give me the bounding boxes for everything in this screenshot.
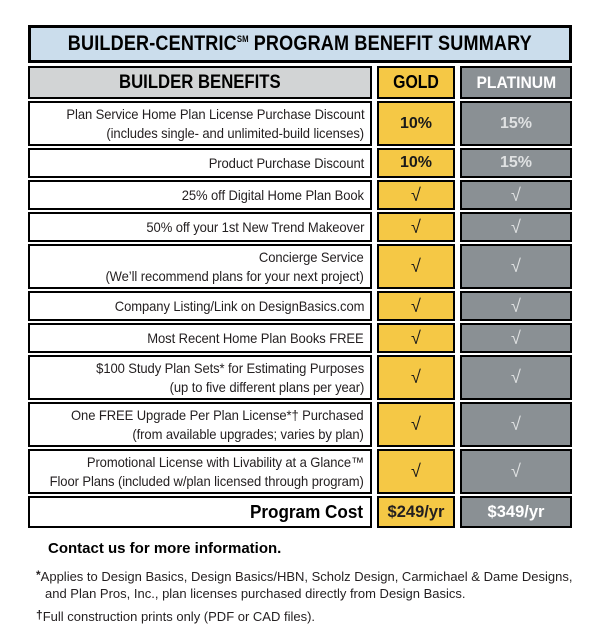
benefit-cell: Company Listing/Link on DesignBasics.com: [28, 291, 372, 321]
program-cost-row: Program Cost $249/yr $349/yr: [28, 496, 572, 528]
program-cost-label-cell: Program Cost: [28, 496, 372, 528]
table-row: Product Purchase Discount 10% 15%: [28, 148, 572, 178]
benefit-cell: Promotional License with Livability at a…: [28, 449, 372, 494]
gold-checkmark: √: [377, 323, 455, 353]
platinum-checkmark: √: [460, 180, 572, 210]
gold-checkmark: √: [377, 244, 455, 289]
platinum-checkmark: √: [460, 244, 572, 289]
gold-checkmark: √: [377, 402, 455, 447]
table-title-bar: BUILDER-CENTRICSM PROGRAM BENEFIT SUMMAR…: [28, 25, 572, 63]
platinum-price: $349/yr: [460, 496, 572, 528]
benefit-cell: $100 Study Plan Sets* for Estimating Pur…: [28, 355, 372, 400]
table-row: Plan Service Home Plan License Purchase …: [28, 101, 572, 146]
table-row: Most Recent Home Plan Books FREE √ √: [28, 323, 572, 353]
column-header-platinum: PLATINUM: [460, 66, 572, 99]
platinum-checkmark: √: [460, 212, 572, 242]
benefit-cell: Most Recent Home Plan Books FREE: [28, 323, 372, 353]
footnote-asterisk-line2: and Plan Pros, Inc., plan licenses purch…: [45, 585, 466, 601]
benefit-cell: One FREE Upgrade Per Plan License*† Purc…: [28, 402, 372, 447]
gold-checkmark: √: [377, 180, 455, 210]
service-mark: SM: [237, 34, 249, 44]
table-title: BUILDER-CENTRICSM PROGRAM BENEFIT SUMMAR…: [68, 32, 532, 56]
benefit-cell: Concierge Service (We’ll recommend plans…: [28, 244, 372, 289]
platinum-value: 15%: [460, 101, 572, 146]
platinum-checkmark: √: [460, 291, 572, 321]
footnote-dagger: †Full construction prints only (PDF or C…: [36, 608, 316, 624]
column-header-gold: GOLD: [377, 66, 455, 99]
benefit-cell: 50% off your 1st New Trend Makeover: [28, 212, 372, 242]
footer: Contact us for more information. *Applie…: [36, 540, 584, 626]
table-row: $100 Study Plan Sets* for Estimating Pur…: [28, 355, 572, 400]
gold-checkmark: √: [377, 212, 455, 242]
benefit-cell: Product Purchase Discount: [28, 148, 372, 178]
title-suffix: PROGRAM BENEFIT SUMMARY: [248, 32, 533, 55]
gold-checkmark: √: [377, 449, 455, 494]
gold-checkmark: √: [377, 291, 455, 321]
table-header-row: BUILDER BENEFITS GOLD PLATINUM: [28, 66, 572, 99]
title-prefix: BUILDER-CENTRIC: [67, 32, 238, 55]
table-row: 25% off Digital Home Plan Book √ √: [28, 180, 572, 210]
gold-value: 10%: [377, 101, 455, 146]
gold-price: $249/yr: [377, 496, 455, 528]
contact-text: Contact us for more information.: [48, 540, 282, 557]
table-row: Company Listing/Link on DesignBasics.com…: [28, 291, 572, 321]
column-header-builder-benefits: BUILDER BENEFITS: [28, 66, 372, 99]
gold-checkmark: √: [377, 355, 455, 400]
benefit-cell: Plan Service Home Plan License Purchase …: [28, 101, 372, 146]
benefit-cell: 25% off Digital Home Plan Book: [28, 180, 372, 210]
footnote-asterisk: *Applies to Design Basics, Design Basics…: [36, 568, 573, 584]
table-row: Concierge Service (We’ll recommend plans…: [28, 244, 572, 289]
platinum-checkmark: √: [460, 449, 572, 494]
gold-value: 10%: [377, 148, 455, 178]
benefit-summary-table: BUILDER-CENTRICSM PROGRAM BENEFIT SUMMAR…: [28, 25, 572, 528]
table-row: 50% off your 1st New Trend Makeover √ √: [28, 212, 572, 242]
platinum-checkmark: √: [460, 402, 572, 447]
platinum-checkmark: √: [460, 355, 572, 400]
platinum-checkmark: √: [460, 323, 572, 353]
table-row: Promotional License with Livability at a…: [28, 449, 572, 494]
platinum-value: 15%: [460, 148, 572, 178]
table-row: One FREE Upgrade Per Plan License*† Purc…: [28, 402, 572, 447]
